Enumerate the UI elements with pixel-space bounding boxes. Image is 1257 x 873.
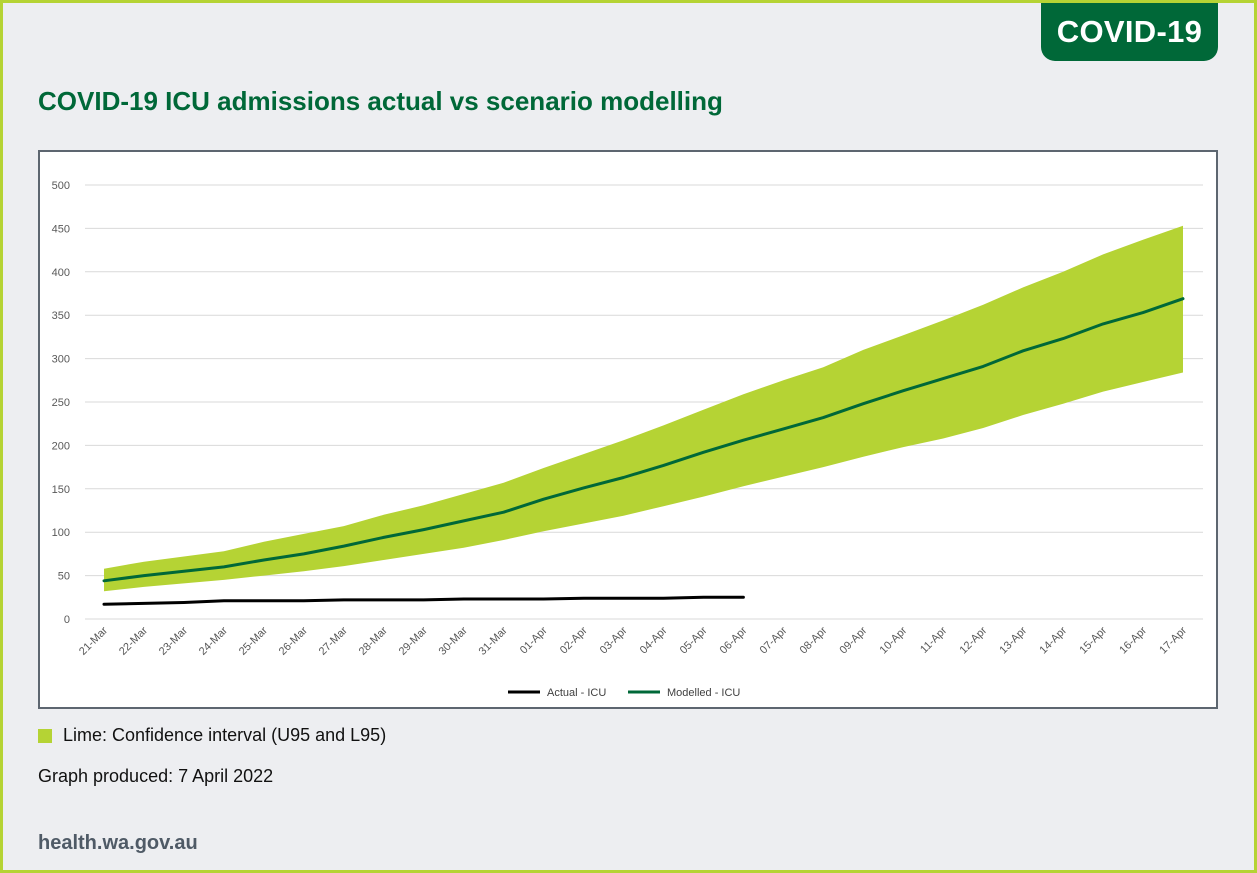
x-tick-label: 21-Mar: [77, 624, 110, 657]
modelled-icu-line: [102, 297, 1185, 583]
lime-swatch-icon: [38, 728, 52, 743]
actual-icu-line: [102, 595, 745, 606]
x-tick-label: 02-Apr: [558, 624, 590, 656]
y-tick-label: 350: [52, 310, 70, 322]
x-tick-label: 10-Apr: [878, 624, 910, 656]
x-tick-label: 31-Mar: [477, 624, 510, 657]
y-tick-label: 400: [52, 267, 70, 279]
y-tick-label: 450: [52, 223, 70, 235]
x-tick-label: 25-Mar: [237, 624, 270, 657]
x-tick-label: 16-Apr: [1117, 624, 1149, 656]
x-tick-label: 06-Apr: [718, 624, 750, 656]
footer-url: health.wa.gov.au: [38, 832, 198, 854]
x-tick-label: 28-Mar: [357, 624, 390, 657]
y-tick-label: 500: [52, 180, 70, 192]
chart-area: 0 50 100 150 200 250 300 350 400 450 500 21-Mar 22-M…: [38, 150, 1218, 709]
x-tick-label: 11-Apr: [918, 624, 949, 655]
confidence-legend-label: Lime: Confidence interval (U95 and L95): [63, 725, 387, 745]
y-tick-label: 300: [52, 354, 70, 366]
x-tick-label: 07-Apr: [758, 624, 790, 656]
x-tick-label: 13-Apr: [997, 624, 1029, 656]
x-tick-label: 29-Mar: [397, 624, 430, 657]
x-tick-label: 14-Apr: [1037, 624, 1069, 656]
graph-produced-note: Graph produced: 7 April 2022: [38, 766, 274, 786]
legend-actual-label: Actual - ICU: [547, 687, 606, 699]
covid-badge: COVID-19: [1041, 3, 1218, 61]
confidence-legend: Lime: Confidence interval (U95 and L95): [38, 725, 386, 746]
x-tick-label: 12-Apr: [957, 624, 989, 656]
y-tick-label: 100: [52, 527, 70, 539]
legend-modelled-label: Modelled - ICU: [667, 687, 740, 699]
x-tick-label: 03-Apr: [598, 624, 630, 656]
page-title: COVID-19 ICU admissions actual vs scenar…: [38, 86, 723, 116]
y-tick-label: 0: [64, 614, 70, 626]
x-tick-label: 15-Apr: [1077, 624, 1109, 656]
x-tick-label: 04-Apr: [638, 624, 670, 656]
x-tick-label: 30-Mar: [437, 624, 470, 657]
x-tick-label: 24-Mar: [197, 624, 230, 657]
x-tick-label: 09-Apr: [838, 624, 870, 656]
x-tick-label: 26-Mar: [277, 624, 310, 657]
x-tick-label: 05-Apr: [678, 624, 710, 656]
x-tick-label: 22-Mar: [117, 624, 150, 657]
y-tick-label: 250: [52, 397, 70, 409]
chart-svg: 0 50 100 150 200 250 300 350 400 450 500 21-Mar 22-M…: [52, 180, 1203, 699]
y-tick-label: 50: [58, 571, 70, 583]
confidence-band: [104, 225, 1183, 592]
x-tick-label: 01-Apr: [518, 624, 550, 656]
x-tick-label: 08-Apr: [798, 624, 830, 656]
x-tick-label: 17-Apr: [1157, 624, 1189, 656]
y-tick-label: 150: [52, 484, 70, 496]
y-tick-label: 200: [52, 440, 70, 452]
x-tick-label: 23-Mar: [157, 624, 190, 657]
x-tick-label: 27-Mar: [317, 624, 350, 657]
